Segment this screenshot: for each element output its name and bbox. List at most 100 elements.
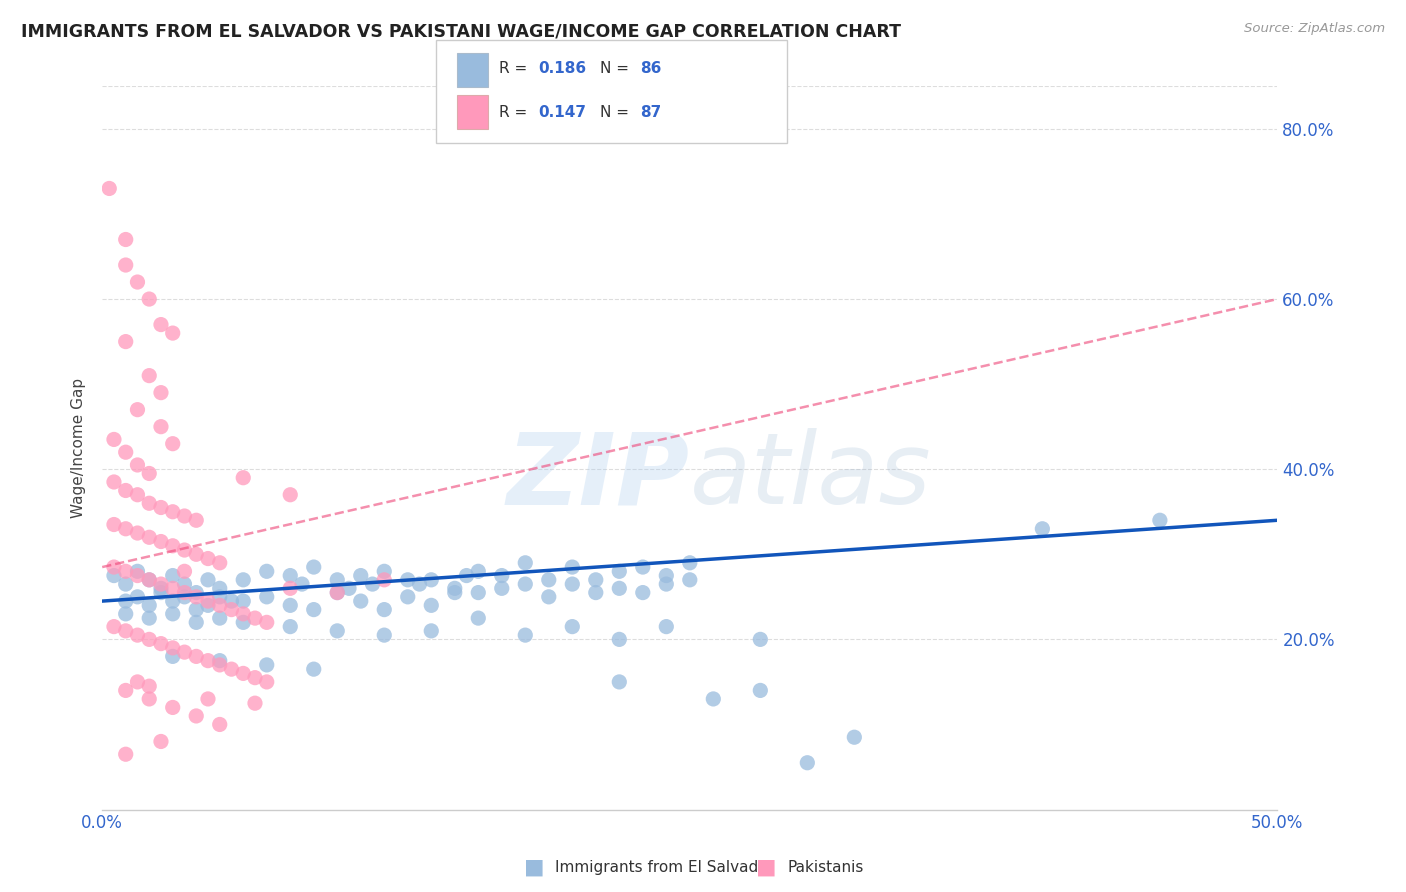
Point [302,662,325,676]
Point [149,734,172,748]
Point [149,534,172,549]
Point [420,573,443,587]
Point [278,599,301,613]
Point [208,717,231,731]
Point [186,585,208,599]
Point [607,632,630,647]
Point [326,624,349,638]
Point [127,564,149,578]
Point [103,619,125,633]
Point [114,483,136,498]
Point [243,696,266,710]
Text: ▪: ▪ [755,851,778,883]
Point [302,560,325,574]
Point [138,292,160,306]
Point [149,577,172,591]
Point [114,683,136,698]
Point [127,402,149,417]
Point [138,611,160,625]
Point [208,657,231,672]
Point [162,326,184,340]
Point [127,674,149,689]
Point [162,607,184,621]
Point [127,590,149,604]
Point [232,666,254,681]
Point [208,599,231,613]
Point [221,602,243,616]
Point [256,615,278,630]
Point [114,624,136,638]
Point [114,445,136,459]
Text: ZIP: ZIP [506,428,690,525]
Point [256,564,278,578]
Point [655,568,678,582]
Point [197,692,219,706]
Point [186,709,208,723]
Point [173,577,195,591]
Point [515,577,537,591]
Point [197,594,219,608]
Point [138,467,160,481]
Point [337,582,360,596]
Point [655,619,678,633]
Point [278,488,301,502]
Point [607,674,630,689]
Text: atlas: atlas [690,428,931,525]
Point [467,564,489,578]
Point [585,573,607,587]
Point [127,526,149,541]
Point [326,585,349,599]
Point [243,611,266,625]
Point [232,615,254,630]
Point [149,318,172,332]
Point [114,258,136,272]
Point [679,556,702,570]
Point [232,594,254,608]
Point [679,573,702,587]
Point [631,585,654,599]
Point [373,602,395,616]
Point [186,513,208,527]
Point [103,433,125,447]
Point [186,602,208,616]
Point [173,585,195,599]
Text: Pakistanis: Pakistanis [787,860,863,874]
Point [278,619,301,633]
Point [162,436,184,450]
Point [127,628,149,642]
Point [326,573,349,587]
Point [114,594,136,608]
Point [162,594,184,608]
Point [221,594,243,608]
Point [515,628,537,642]
Point [138,599,160,613]
Point [373,628,395,642]
Point [162,568,184,582]
Point [256,657,278,672]
Point [749,632,772,647]
Point [243,671,266,685]
Point [114,522,136,536]
Point [103,517,125,532]
Text: Source: ZipAtlas.com: Source: ZipAtlas.com [1244,22,1385,36]
Point [561,560,583,574]
Point [197,573,219,587]
Point [103,475,125,489]
Point [173,508,195,523]
Point [221,662,243,676]
Point [208,590,231,604]
Point [232,573,254,587]
Point [127,458,149,472]
Point [256,590,278,604]
Point [197,599,219,613]
Point [208,611,231,625]
Point [149,637,172,651]
Point [114,334,136,349]
Point [537,573,560,587]
Point [302,602,325,616]
Point [443,585,465,599]
Point [197,551,219,566]
Point [232,471,254,485]
Point [138,530,160,544]
Point [173,590,195,604]
